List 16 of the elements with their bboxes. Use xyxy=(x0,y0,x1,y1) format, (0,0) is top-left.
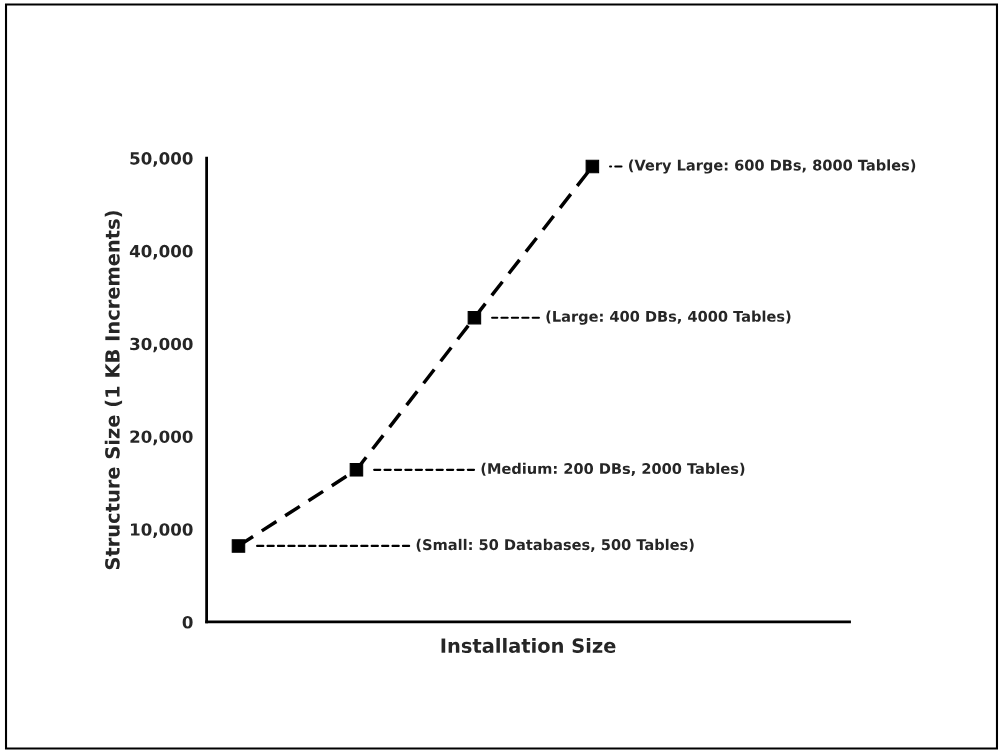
annotation: (Medium: 200 DBs, 2000 Tables) xyxy=(481,462,745,476)
annotation: (Very Large: 600 DBs, 8000 Tables) xyxy=(629,159,916,174)
y-axis-title: Structure Size (1 KB Increments) xyxy=(104,211,123,570)
point xyxy=(585,159,600,174)
annotation: (Large: 400 DBs, 4000 Tables) xyxy=(546,310,791,325)
y-tick-label: 10,000 xyxy=(130,523,193,538)
x-axis-title: Installation Size xyxy=(441,637,616,653)
y-tick-label: 40,000 xyxy=(129,244,193,260)
y-tick-label: 50,000 xyxy=(130,152,193,167)
point xyxy=(349,463,364,477)
annotation: (Small: 50 Databases, 500 Tables) xyxy=(416,538,694,552)
point xyxy=(231,539,246,553)
point xyxy=(467,310,482,325)
y-tick-label: 0 xyxy=(182,615,193,629)
y-tick-label: 20,000 xyxy=(130,430,193,446)
y-tick-label: 30,000 xyxy=(130,337,193,353)
